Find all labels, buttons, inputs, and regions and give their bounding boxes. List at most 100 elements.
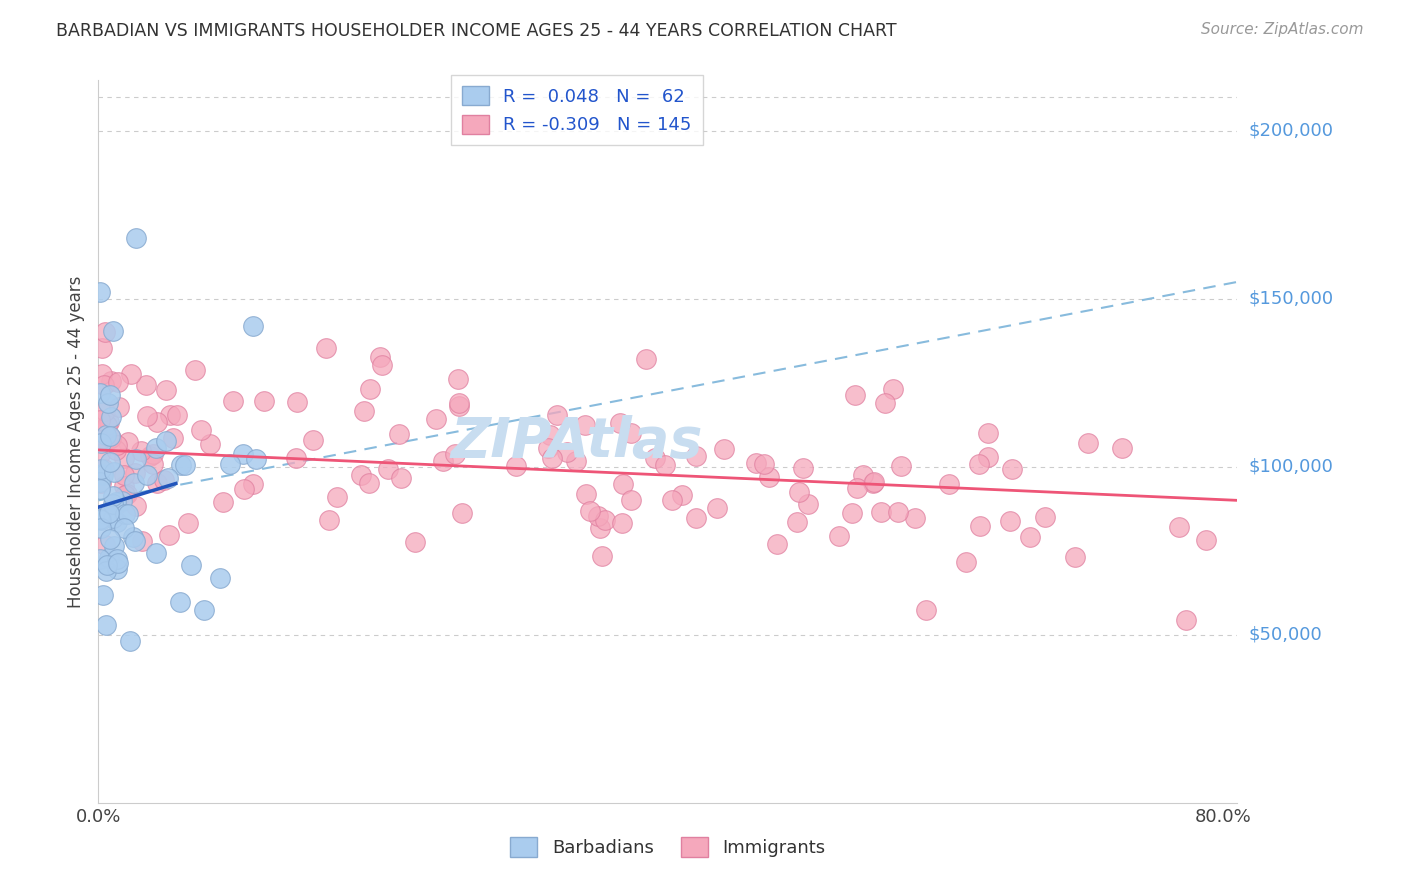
Point	[157, 528, 180, 542]
Point	[432, 454, 454, 468]
Point	[245, 451, 267, 466]
Point	[588, 509, 610, 524]
Point	[96, 618, 118, 632]
Point	[190, 423, 212, 437]
Point	[845, 481, 868, 495]
Point	[218, 458, 240, 472]
Point	[505, 459, 527, 474]
Point	[644, 450, 666, 465]
Point	[758, 470, 780, 484]
Point	[105, 495, 128, 509]
Point	[125, 231, 148, 245]
Point	[125, 452, 148, 467]
Y-axis label: Householder Income Ages 25 - 44 years: Householder Income Ages 25 - 44 years	[66, 276, 84, 607]
Point	[654, 458, 676, 472]
Point	[156, 471, 179, 485]
Point	[873, 396, 896, 410]
Point	[93, 432, 115, 446]
Point	[98, 432, 121, 446]
Point	[98, 388, 121, 402]
Point	[96, 418, 118, 433]
Point	[120, 368, 142, 382]
Point	[852, 467, 875, 482]
Point	[1174, 613, 1197, 627]
Point	[1195, 533, 1218, 547]
Point	[162, 431, 184, 445]
Point	[887, 505, 910, 519]
Point	[101, 489, 124, 503]
Point	[90, 475, 112, 490]
Point	[139, 449, 162, 463]
Point	[145, 546, 167, 560]
Point	[444, 447, 467, 461]
Point	[591, 549, 613, 563]
Point	[114, 488, 136, 502]
Point	[97, 396, 120, 410]
Point	[91, 588, 114, 602]
Point	[1111, 441, 1133, 455]
Point	[609, 416, 631, 430]
Point	[176, 516, 198, 530]
Point	[90, 436, 112, 450]
Point	[193, 603, 215, 617]
Point	[93, 431, 115, 445]
Point	[326, 490, 349, 504]
Point	[841, 506, 863, 520]
Legend: Barbadians, Immigrants: Barbadians, Immigrants	[502, 828, 834, 866]
Point	[938, 477, 960, 491]
Text: $150,000: $150,000	[1249, 290, 1333, 308]
Point	[789, 485, 811, 500]
Point	[112, 521, 135, 535]
Point	[105, 552, 128, 566]
Point	[125, 499, 148, 513]
Point	[90, 341, 112, 355]
Point	[610, 516, 633, 530]
Point	[103, 539, 125, 553]
Point	[166, 408, 188, 422]
Point	[101, 497, 124, 511]
Point	[180, 558, 202, 573]
Point	[242, 476, 264, 491]
Point	[97, 415, 120, 429]
Point	[135, 409, 157, 423]
Point	[449, 400, 471, 414]
Point	[100, 431, 122, 445]
Point	[145, 442, 167, 456]
Point	[1001, 461, 1024, 475]
Point	[100, 410, 122, 425]
Point	[574, 418, 596, 433]
Text: BARBADIAN VS IMMIGRANTS HOUSEHOLDER INCOME AGES 25 - 44 YEARS CORRELATION CHART: BARBADIAN VS IMMIGRANTS HOUSEHOLDER INCO…	[56, 22, 897, 40]
Text: Source: ZipAtlas.com: Source: ZipAtlas.com	[1201, 22, 1364, 37]
Point	[671, 488, 693, 502]
Point	[153, 473, 176, 487]
Point	[112, 479, 135, 493]
Point	[318, 513, 340, 527]
Point	[359, 382, 381, 396]
Point	[124, 533, 146, 548]
Point	[90, 462, 112, 476]
Point	[89, 513, 111, 527]
Point	[155, 434, 177, 449]
Point	[89, 482, 111, 496]
Text: $50,000: $50,000	[1249, 626, 1322, 644]
Point	[118, 634, 141, 648]
Point	[98, 455, 121, 469]
Point	[786, 515, 808, 529]
Point	[404, 535, 426, 549]
Point	[115, 487, 138, 501]
Point	[114, 508, 136, 522]
Point	[89, 433, 111, 447]
Point	[578, 504, 600, 518]
Point	[89, 413, 111, 427]
Point	[93, 326, 115, 340]
Point	[752, 457, 775, 471]
Point	[451, 506, 474, 520]
Point	[685, 511, 707, 525]
Point	[89, 385, 111, 400]
Point	[253, 394, 276, 409]
Point	[105, 516, 128, 530]
Point	[112, 467, 135, 482]
Point	[904, 511, 927, 525]
Point	[221, 393, 243, 408]
Point	[425, 412, 447, 426]
